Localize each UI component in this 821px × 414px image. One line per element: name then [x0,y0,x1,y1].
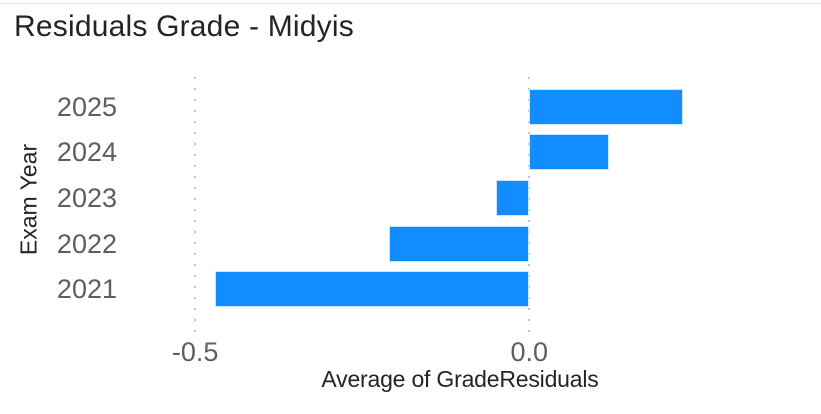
gridline-0.0 [528,77,531,335]
bar-2025[interactable] [529,88,683,125]
bar-2022[interactable] [388,225,530,262]
x-tick-label-1: 0.0 [510,337,549,367]
y-axis-label-2022: 2022 [56,228,117,259]
gridline--0.5 [194,77,197,335]
bar-2021[interactable] [215,271,530,308]
y-axis-label-2024: 2024 [56,137,117,168]
bar-2023[interactable] [495,180,530,216]
x-axis-title: Average of GradeResiduals [321,366,599,392]
chart-title: Residuals Grade - Midyis [14,10,354,43]
y-axis-label-2025: 2025 [56,91,117,122]
x-tick-label-0: -0.5 [171,337,219,367]
top-divider [0,3,821,4]
bar-2024[interactable] [529,134,610,171]
y-axis-label-2023: 2023 [56,183,117,213]
y-axis-label-2021: 2021 [56,274,117,305]
